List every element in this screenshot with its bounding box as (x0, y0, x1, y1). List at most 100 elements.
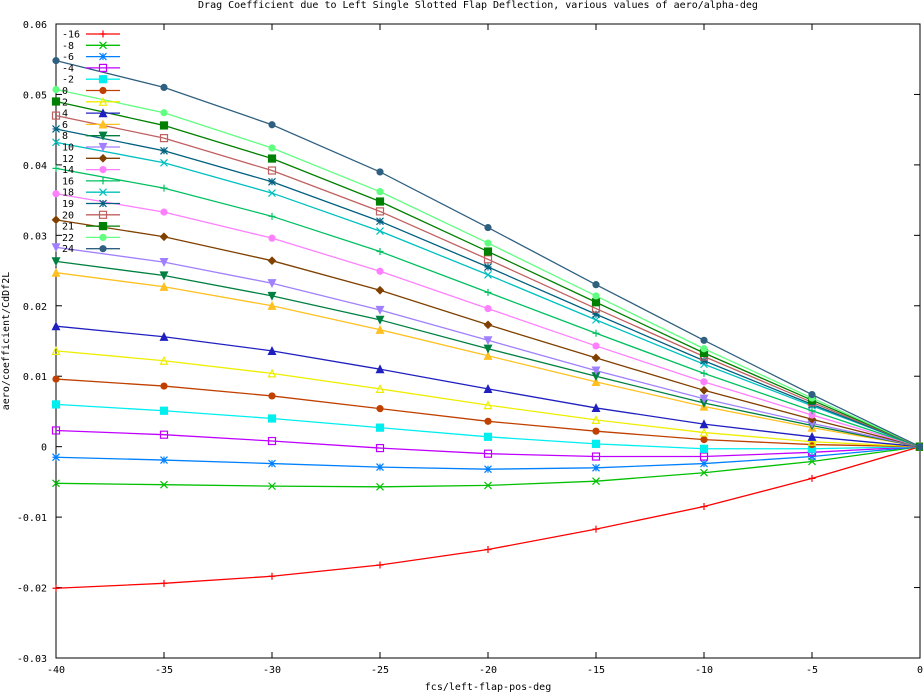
data-point-marker (592, 315, 600, 324)
data-point-marker (807, 414, 817, 424)
data-point-marker (376, 482, 384, 491)
data-point-marker (700, 436, 708, 444)
data-point-marker (52, 125, 60, 133)
legend-label: 8 (62, 131, 68, 142)
legend-entry: -4 (62, 63, 120, 74)
data-point-marker (159, 406, 169, 415)
data-point-marker (99, 245, 107, 253)
data-point-marker (51, 111, 61, 120)
legend-entry: 16 (62, 176, 120, 187)
data-point-marker (592, 281, 600, 289)
data-point-marker (484, 546, 492, 554)
data-point-marker (159, 331, 169, 341)
data-point-marker (591, 366, 601, 376)
data-point-marker (99, 188, 107, 197)
legend-label: 16 (62, 176, 74, 187)
data-point-marker (484, 304, 492, 313)
data-point-marker (376, 217, 384, 226)
legend-entry: 21 (62, 222, 120, 233)
data-point-marker (376, 168, 384, 176)
data-point-marker (376, 248, 384, 256)
data-point-marker (592, 329, 600, 337)
data-point-marker (267, 436, 277, 446)
legend-label: 4 (62, 109, 68, 120)
data-point-marker (160, 579, 168, 587)
data-point-marker (591, 452, 601, 461)
series-line (55, 403, 921, 450)
data-point-marker (51, 346, 61, 355)
data-point-marker (592, 342, 600, 350)
legend-label: -4 (62, 63, 74, 74)
data-point-marker (160, 480, 168, 489)
data-point-marker (99, 30, 107, 38)
data-point-marker (808, 474, 816, 482)
data-point-marker (484, 239, 492, 247)
data-point-marker (159, 271, 169, 281)
data-point-marker (267, 414, 277, 423)
data-point-marker (268, 212, 276, 220)
data-point-marker (591, 415, 601, 424)
x-axis-label: fcs/left-flap-pos-deg (425, 682, 551, 693)
legend-label: 6 (62, 120, 68, 131)
data-point-marker (98, 63, 108, 73)
legend-entry: 18 (62, 188, 120, 199)
data-point-marker (483, 350, 493, 360)
series-8 (51, 267, 923, 451)
series-0 (52, 443, 923, 592)
data-point-marker (268, 234, 276, 242)
series-15 (52, 125, 923, 451)
data-point-marker (376, 561, 384, 569)
data-point-marker (99, 41, 107, 50)
legend-label: -16 (62, 30, 80, 41)
data-point-marker (484, 270, 492, 279)
data-point-marker (375, 285, 385, 295)
data-point-marker (52, 85, 60, 94)
data-point-marker (99, 177, 107, 185)
data-point-marker (483, 255, 493, 264)
legend-entry: 20 (62, 210, 120, 221)
y-tick-label: -0.02 (17, 584, 47, 595)
data-point-marker (483, 400, 493, 410)
data-point-marker (268, 177, 276, 186)
data-point-marker (375, 423, 385, 432)
data-point-marker (160, 158, 168, 167)
data-point-marker (160, 382, 168, 390)
data-point-marker (268, 459, 276, 468)
legend-label: -2 (62, 75, 74, 86)
data-point-marker (51, 243, 61, 253)
data-point-marker (376, 463, 384, 472)
legend-entry: 22 (62, 233, 120, 244)
data-point-marker (52, 453, 60, 462)
data-point-marker (375, 305, 385, 315)
legend-entry: 4 (62, 108, 120, 120)
legend-label: 14 (62, 165, 74, 176)
legend-entry: -6 (62, 52, 120, 63)
data-point-marker (267, 300, 277, 310)
legend-entry: 24 (62, 244, 120, 255)
data-point-marker (160, 456, 168, 464)
data-point-marker (159, 355, 169, 365)
data-point-marker (808, 452, 816, 461)
data-point-marker (483, 336, 493, 346)
data-point-marker (375, 384, 385, 394)
y-tick-label: 0.01 (23, 372, 47, 383)
data-point-marker (52, 375, 60, 383)
x-tick-label: -25 (371, 665, 389, 676)
data-point-marker (376, 227, 384, 236)
data-point-marker (700, 459, 708, 468)
data-point-marker (160, 109, 168, 117)
legend-label: -8 (62, 41, 74, 52)
legend-label: 2 (62, 97, 68, 108)
legend-label: 0 (62, 86, 68, 97)
data-point-marker (700, 468, 708, 477)
data-point-marker (483, 247, 493, 256)
data-point-marker (51, 267, 61, 277)
data-point-marker (484, 263, 492, 271)
series-16 (51, 111, 923, 451)
data-point-marker (916, 443, 923, 451)
y-tick-label: 0.06 (23, 20, 47, 31)
data-point-marker (808, 407, 816, 415)
data-point-marker (267, 368, 277, 378)
data-point-marker (592, 477, 600, 486)
y-tick-label: 0 (41, 443, 47, 454)
